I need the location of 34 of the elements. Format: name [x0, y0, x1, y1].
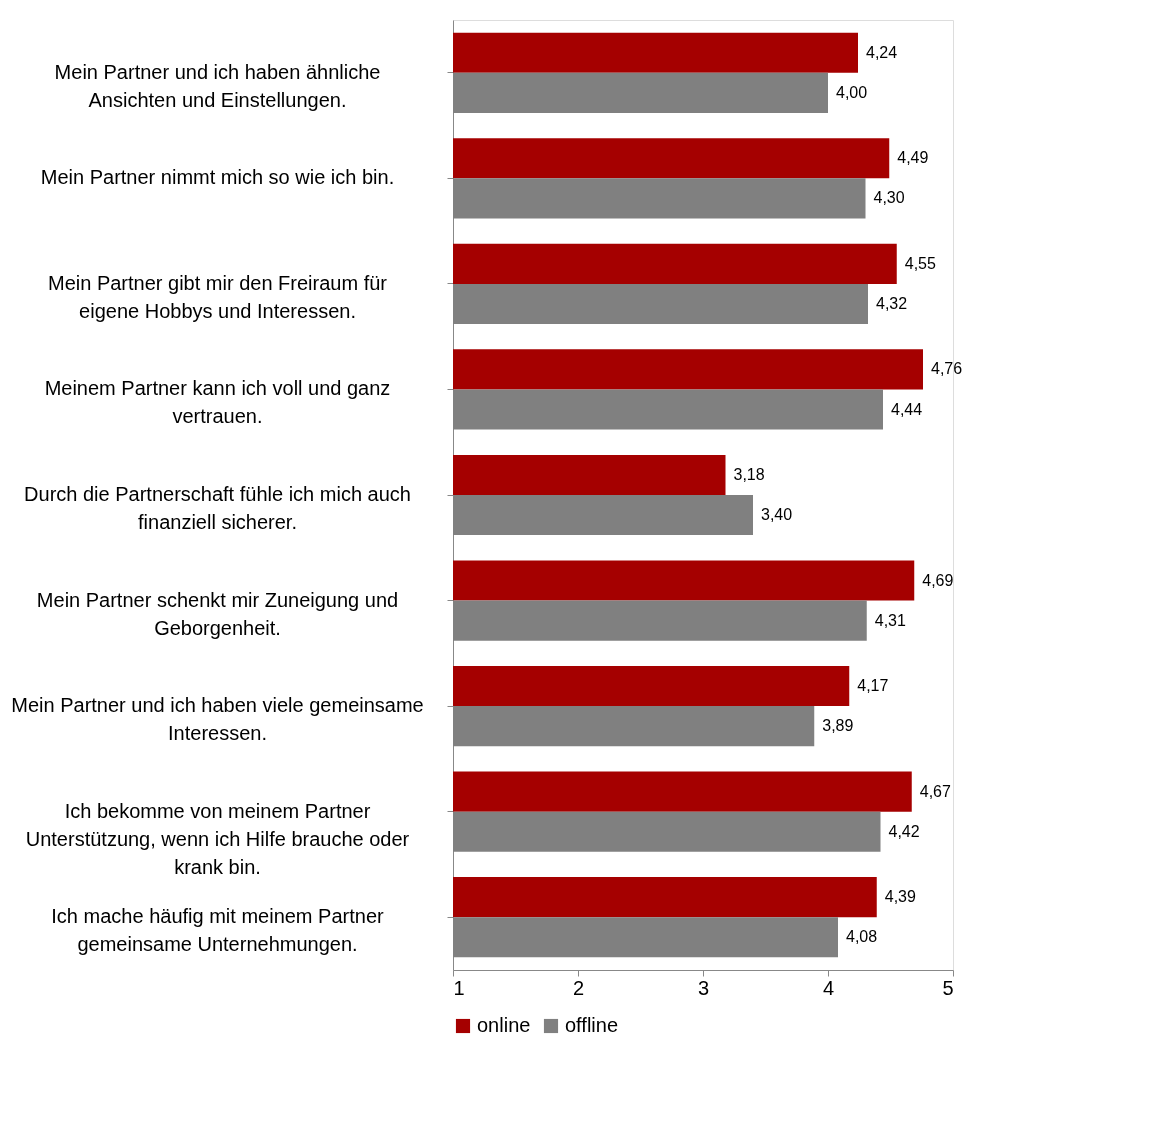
y-tick-label: Mein Partner gibt mir den Freiraum für eigene Hobbys und Interessen. [47, 271, 388, 322]
data-label: 4,24 [866, 43, 898, 61]
data-label: 4,67 [919, 782, 951, 800]
x-tick-label: 2 [572, 976, 585, 999]
data-label: 4,31 [874, 611, 906, 629]
y-tick-label: Ich mache häufig mit meinem Partner gemeinsame Unternehmungen. [51, 905, 385, 956]
data-label: 4,08 [846, 928, 878, 946]
data-label: 4,55 [904, 254, 936, 272]
legend-label: online [477, 1014, 531, 1036]
data-label: 4,39 [884, 888, 916, 906]
data-label: 4,49 [897, 149, 929, 167]
data-label: 3,89 [822, 717, 854, 735]
data-label: 4,17 [857, 677, 889, 695]
x-tick-label: 4 [822, 976, 835, 999]
data-label: 3,40 [761, 506, 793, 524]
data-label: 3,18 [733, 465, 765, 483]
y-tick-label: Mein Partner und ich haben ähnliche Ansichten und Einstellungen. [54, 60, 381, 111]
data-label: 4,30 [873, 189, 905, 207]
y-tick-label: Mein Partner und ich haben viele gemeinsame Interessen. [11, 694, 424, 745]
data-label: 4,32 [876, 294, 908, 312]
y-tick-label: Meinem Partner kann ich voll und ganz vertrauen. [44, 377, 391, 428]
data-label: 4,76 [931, 360, 963, 378]
x-tick-label: 1 [453, 976, 465, 999]
y-tick-label: Mein Partner schenkt mir Zuneigung und Geborgenheit. [36, 588, 399, 639]
data-label: 4,42 [888, 822, 920, 840]
x-tick-label: 3 [697, 976, 710, 999]
data-label: 4,00 [836, 83, 868, 101]
legend-label: offline [565, 1014, 619, 1036]
data-label: 4,69 [922, 571, 954, 589]
y-tick-label: Durch die Partnerschaft fühle ich mich auch finanziell sicherer. [24, 483, 411, 533]
y-tick-label: Ich bekomme von meinem Partner Unterstützung, wenn ich Hilfe brauche oder krank bin. [25, 799, 410, 878]
data-label: 4,44 [891, 400, 923, 418]
y-tick-label: Mein Partner nimmt mich so wie ich bin. [40, 166, 395, 189]
x-tick-label: 5 [942, 976, 954, 999]
